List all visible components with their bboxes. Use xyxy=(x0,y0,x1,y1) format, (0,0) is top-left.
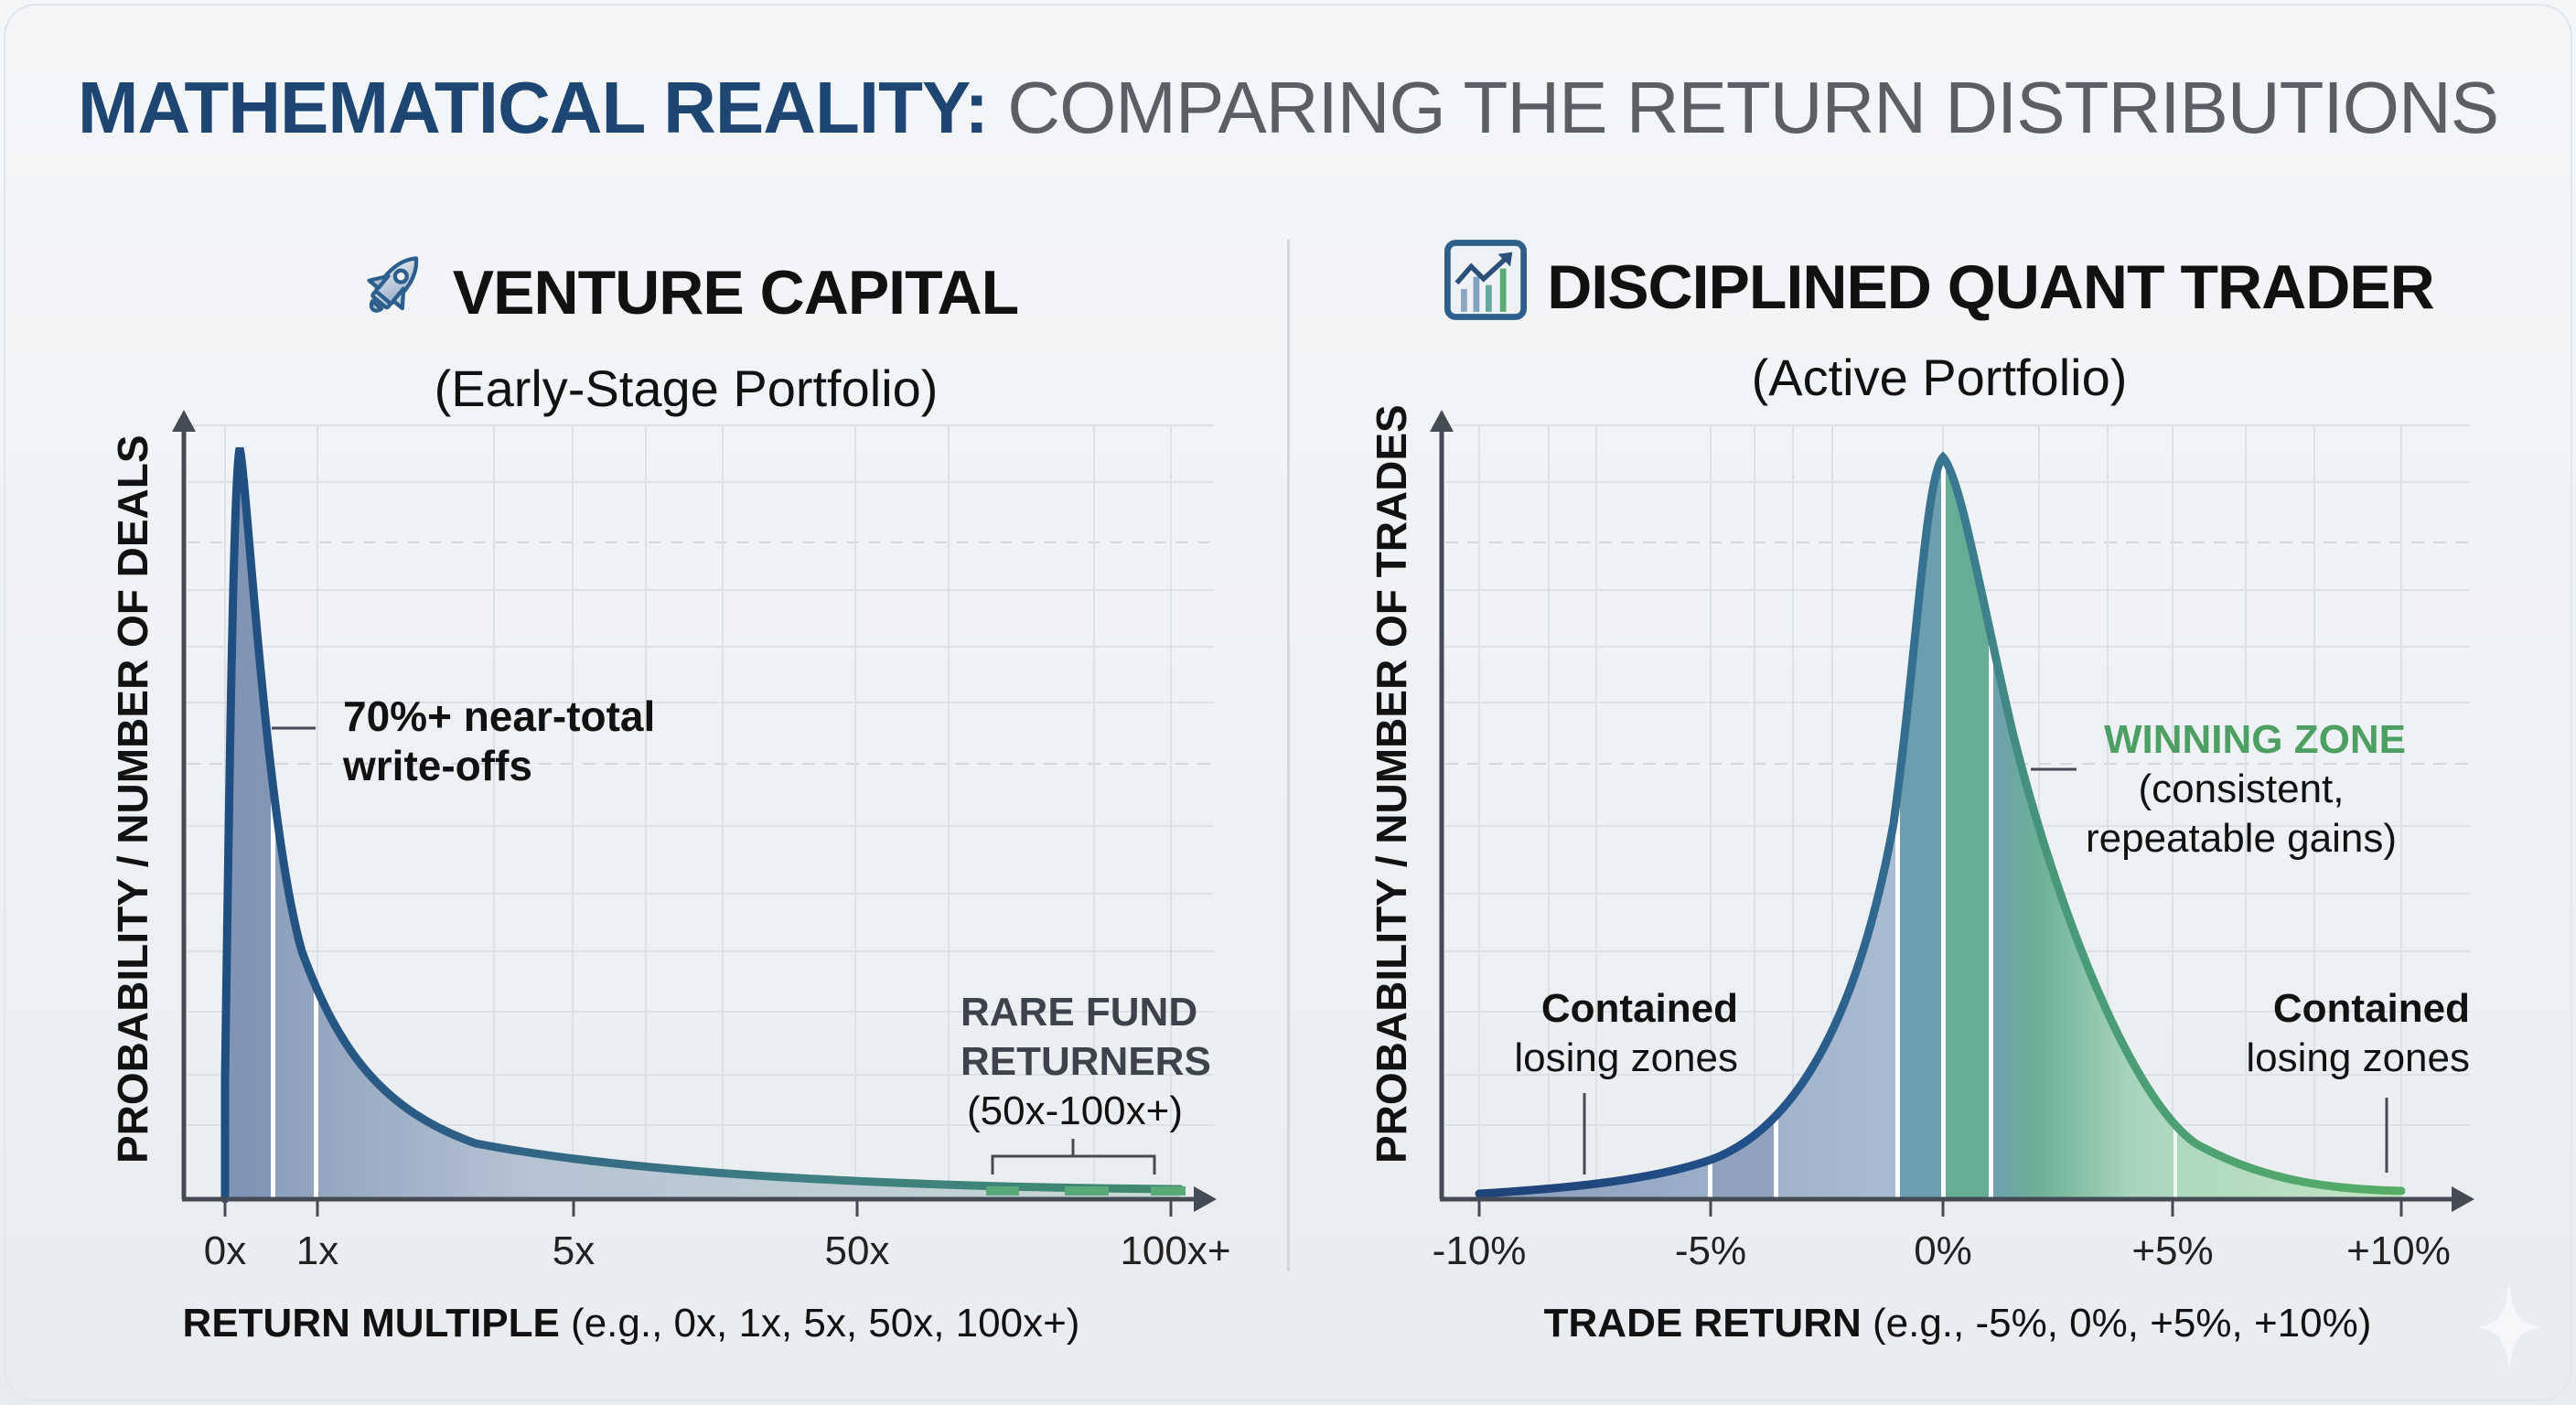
left-tick-3: 50x xyxy=(824,1228,890,1273)
left-y-arrow xyxy=(172,410,196,432)
returners-line-1: RARE FUND xyxy=(961,990,1198,1035)
page-frame xyxy=(4,4,2572,1401)
left-tick-0: 0x xyxy=(203,1228,247,1273)
right-losing-annotation: Contained losing zones xyxy=(2214,984,2470,1083)
right-panel-header: DISCIPLINED QUANT TRADER (Active Portfol… xyxy=(1400,240,2479,407)
right-tick-2: 0% xyxy=(1914,1228,1972,1273)
main-title: MATHEMATICAL REALITY: COMPARING THE RETU… xyxy=(0,71,2576,145)
right-ticks xyxy=(1477,1199,2403,1217)
right-tick-3: +5% xyxy=(2131,1228,2214,1273)
right-y-arrow xyxy=(1430,410,1454,432)
right-y-axis-label: PROBABILITY / NUMBER OF TRADES xyxy=(1368,404,1415,1164)
right-tick-1: -5% xyxy=(1674,1228,1747,1273)
right-losing-line-1: Contained xyxy=(2272,986,2470,1031)
quant-curve xyxy=(1475,451,2406,1198)
writeoffs-line-1: 70%+ near-total xyxy=(343,692,656,740)
right-tick-4: +10% xyxy=(2346,1228,2451,1273)
right-x-axis-label-bold: TRADE RETURN xyxy=(1543,1301,1862,1346)
rocket-icon xyxy=(354,240,433,346)
right-x-axis-label-rest: (e.g., -5%, 0%, +5%, +10%) xyxy=(1861,1301,2372,1346)
winning-zone-title: WINNING ZONE xyxy=(2104,717,2406,762)
chart-trend-icon xyxy=(1444,240,1528,335)
panel-divider xyxy=(1287,240,1290,1271)
winning-zone-line-3: repeatable gains) xyxy=(2085,816,2397,861)
left-losing-annotation: Contained losing zones xyxy=(1482,984,1738,1083)
left-tick-4: 100x+ xyxy=(1120,1228,1231,1273)
main-title-strong: MATHEMATICAL REALITY: xyxy=(77,67,989,148)
left-tick-1: 1x xyxy=(295,1228,339,1273)
writeoffs-line-2: write-offs xyxy=(343,742,532,789)
left-x-arrow xyxy=(1194,1186,1217,1212)
left-panel-header: VENTURE CAPITAL (Early-Stage Portfolio) xyxy=(165,240,1208,418)
left-x-axis-label-bold: RETURN MULTIPLE xyxy=(182,1301,560,1346)
rare-returners-bracket xyxy=(991,1139,1156,1174)
left-x-axis-label: RETURN MULTIPLE (e.g., 0x, 1x, 5x, 50x, … xyxy=(183,1301,1080,1346)
right-tick-0: -10% xyxy=(1432,1228,1527,1273)
left-y-axis-label: PROBABILITY / NUMBER OF DEALS xyxy=(109,434,156,1164)
left-losing-line-2: losing zones xyxy=(1514,1035,1738,1080)
left-axes xyxy=(181,430,1194,1202)
left-ticks xyxy=(223,1199,1173,1217)
rare-returners-markers xyxy=(986,1186,1186,1196)
returners-line-3: (50x-100x+) xyxy=(966,1089,1183,1133)
returners-line-2: RETURNERS xyxy=(961,1039,1211,1084)
left-panel-subtitle: (Early-Stage Portfolio) xyxy=(434,359,939,417)
left-x-axis-label-rest: (e.g., 0x, 1x, 5x, 50x, 100x+) xyxy=(559,1301,1080,1346)
right-x-arrow xyxy=(2452,1186,2474,1212)
right-panel-title: DISCIPLINED QUANT TRADER xyxy=(1547,252,2435,322)
main-title-light: COMPARING THE RETURN DISTRIBUTIONS xyxy=(1007,67,2499,148)
winning-zone-annotation: WINNING ZONE (consistent, repeatable gai… xyxy=(2058,715,2424,863)
sparkle-icon xyxy=(2477,1282,2541,1378)
vc-curve xyxy=(220,446,1185,1204)
rare-returners-annotation: RARE FUND RETURNERS (50x-100x+) xyxy=(961,988,1211,1136)
right-axes xyxy=(1439,430,2452,1202)
right-x-axis-label: TRADE RETURN (e.g., -5%, 0%, +5%, +10%) xyxy=(1544,1301,2372,1346)
right-panel-subtitle: (Active Portfolio) xyxy=(1751,349,2128,406)
right-losing-line-2: losing zones xyxy=(2246,1035,2470,1080)
left-panel-title: VENTURE CAPITAL xyxy=(452,258,1019,327)
winning-zone-line-2: (consistent, xyxy=(2138,767,2345,811)
left-tick-2: 5x xyxy=(552,1228,596,1273)
left-losing-line-1: Contained xyxy=(1540,986,1738,1031)
writeoffs-annotation: 70%+ near-total write-offs xyxy=(343,692,655,790)
